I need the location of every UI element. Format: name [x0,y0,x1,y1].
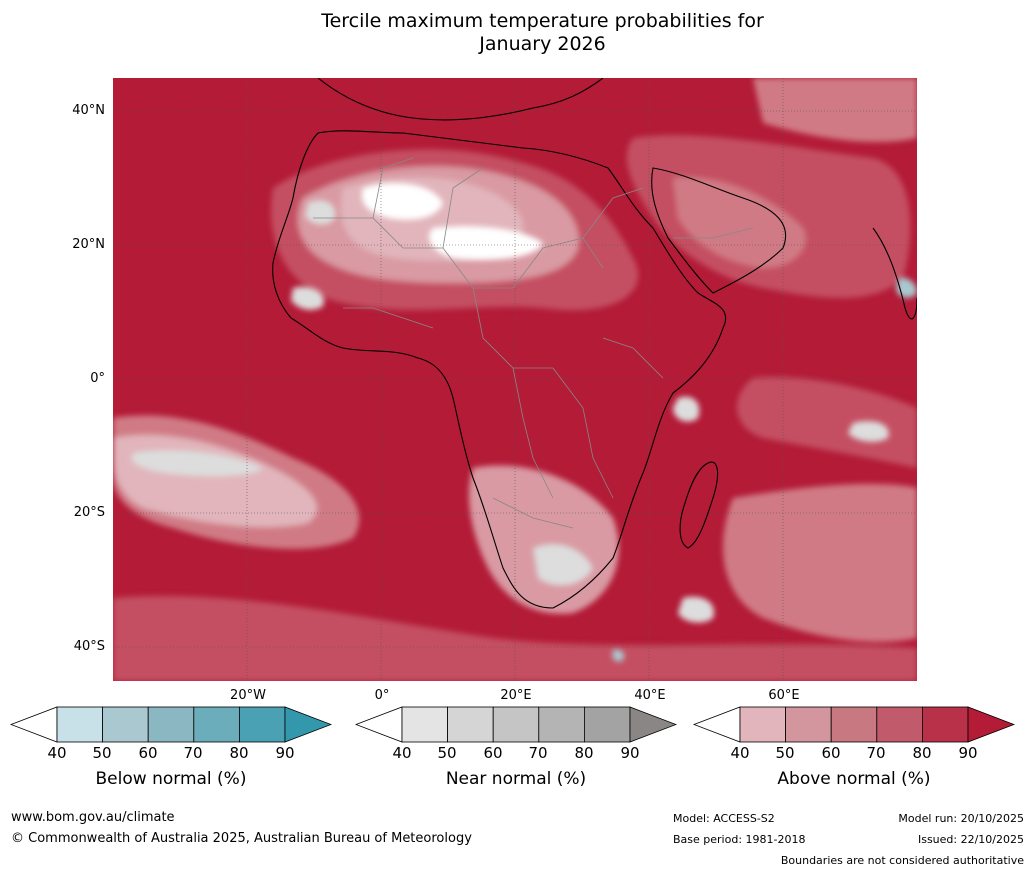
colorbar-tick: 60 [821,744,841,762]
near-normal-title: Near normal (%) [445,769,587,789]
colorbar-segment [56,706,103,743]
europe-coastline [317,78,604,121]
colorbar-tick: 90 [620,744,640,762]
colorbar-segment [739,706,786,743]
above-normal-title: Above normal (%) [777,769,931,789]
colorbar-tick: 80 [574,744,594,762]
lon-label-20e: 20°E [500,688,532,703]
colorbar-tick: 60 [138,744,158,762]
issued-text: Issued: 22/10/2025 [917,833,1024,846]
country-borders [313,157,754,529]
colorbar-extend-low [693,706,741,743]
colorbar-tick: 80 [912,744,932,762]
colorbar-tick: 70 [866,744,886,762]
arabia-coastline [651,167,787,294]
title-line-1: Tercile maximum temperature probabilitie… [321,10,764,32]
lat-label-40s: 40°S [73,639,105,654]
colorbar-segment [876,706,923,743]
lat-label-20n: 20°N [72,237,105,252]
colorbar-segment [492,706,540,743]
colorbar-segment [102,706,149,743]
model-run-text: Model run: 20/10/2025 [898,812,1024,825]
colorbar-extend-low [355,706,403,743]
colorbar-segment [830,706,878,743]
near-normal-colorbar [355,706,677,743]
colorbar-tick: 60 [483,744,503,762]
colorbar-tick: 40 [392,744,412,762]
colorbar-extend-high [284,706,332,743]
chart-title: Tercile maximum temperature probabilitie… [0,10,1035,56]
colorbar-extend-high [629,706,677,743]
india-coastline [872,227,917,320]
lon-label-40e: 40°E [634,688,666,703]
lon-label-0: 0° [374,688,390,703]
coastlines [272,78,917,609]
lat-label-20s: 20°S [73,505,105,520]
colorbar-segment [921,706,969,743]
colorbar-tick: 90 [958,744,978,762]
above-normal-colorbar [693,706,1015,743]
colorbar-tick: 70 [183,744,203,762]
africa-coastline [272,130,726,609]
disclaimer-text: Boundaries are not considered authoritat… [780,854,1024,867]
madagascar-coastline [679,461,719,549]
colorbar-segment [238,706,286,743]
colorbar-segment [583,706,631,743]
colorbar-segment [193,706,240,743]
below-normal-colorbar [10,706,332,743]
model-text: Model: ACCESS-S2 [673,812,775,825]
colorbar-tick: 70 [528,744,548,762]
colorbar-segment [785,706,832,743]
copyright-text: © Commonwealth of Australia 2025, Austra… [11,831,472,846]
lat-label-40n: 40°N [72,103,105,118]
colorbar-segment [538,706,585,743]
colorbar-segment [447,706,494,743]
website-link[interactable]: www.bom.gov.au/climate [11,810,175,825]
lon-label-20w: 20°W [230,688,266,703]
colorbar-tick: 80 [229,744,249,762]
title-line-2: January 2026 [479,33,606,55]
below-normal-title: Below normal (%) [95,769,247,789]
probability-map [113,78,917,681]
colorbar-tick: 40 [730,744,750,762]
colorbar-tick: 50 [92,744,112,762]
colorbar-tick: 50 [437,744,457,762]
colorbar-segment [401,706,448,743]
base-period-text: Base period: 1981-2018 [673,833,806,846]
lat-label-0: 0° [90,371,105,386]
lon-label-60e: 60°E [768,688,800,703]
colorbar-tick: 90 [275,744,295,762]
colorbar-segment [147,706,195,743]
colorbar-extend-high [967,706,1015,743]
colorbar-tick: 40 [47,744,67,762]
near-normal-patches [131,183,889,623]
colorbar-tick: 50 [775,744,795,762]
colorbar-extend-low [10,706,58,743]
